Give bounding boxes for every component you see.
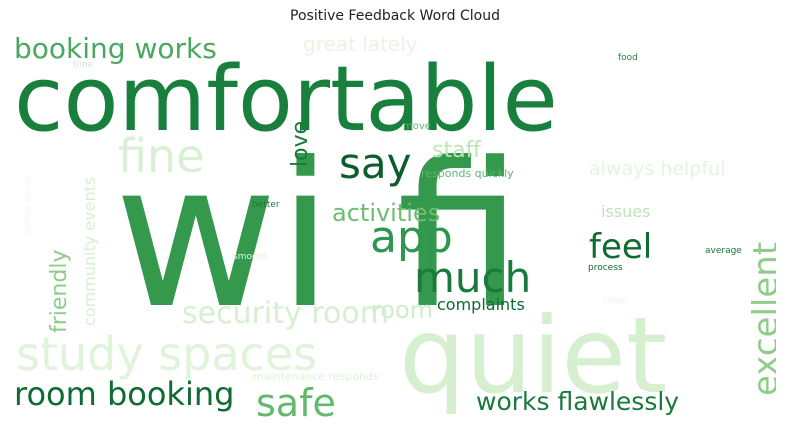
chart-title: Positive Feedback Word Cloud	[290, 8, 500, 24]
word-excellent: excellent	[746, 242, 776, 396]
word-wi-fi: wi fi	[114, 120, 523, 353]
word-app: app	[370, 212, 453, 263]
word-better: better	[252, 200, 280, 210]
word-study-spaces: study spaces	[16, 327, 317, 381]
word-move: move	[403, 121, 431, 132]
word-say: say	[339, 139, 411, 188]
word-security-room: security room	[182, 296, 389, 331]
word-booking-works: booking works	[14, 32, 217, 65]
word-process: process	[588, 263, 623, 273]
word-staff: staff	[432, 138, 482, 163]
word-always-helpful: always helpful	[589, 158, 725, 180]
word-feel: feel	[589, 227, 652, 267]
word-great-lately: great lately	[303, 32, 418, 56]
word-much: much	[414, 253, 531, 302]
word-community-events: community events	[80, 177, 99, 326]
word-room-booking: room booking	[14, 375, 234, 413]
word-love: love	[288, 121, 313, 167]
word-activities: activities	[332, 199, 440, 227]
word-smooth: smooth	[233, 252, 267, 262]
word-works-flawlessly: works flawlessly	[476, 387, 679, 416]
word-clean: clean	[603, 296, 627, 306]
word-safe: safe	[256, 381, 336, 422]
word-time: time	[73, 60, 94, 70]
word-issues: issues	[601, 202, 650, 221]
word-friendly: friendly	[47, 250, 72, 333]
word-complaints: complaints	[437, 295, 525, 314]
word-seating-special: seating special	[23, 175, 32, 235]
word-fine: fine	[118, 129, 204, 183]
word-room: room	[371, 296, 433, 324]
word-quiet: quiet	[399, 295, 667, 417]
word-maintenance-responds: maintenance responds	[253, 370, 379, 383]
word-responds-quickly: responds quickly	[421, 167, 514, 180]
word-average: average	[705, 246, 742, 256]
word-food: food	[618, 53, 638, 63]
word-comfortable: comfortable	[14, 47, 558, 152]
